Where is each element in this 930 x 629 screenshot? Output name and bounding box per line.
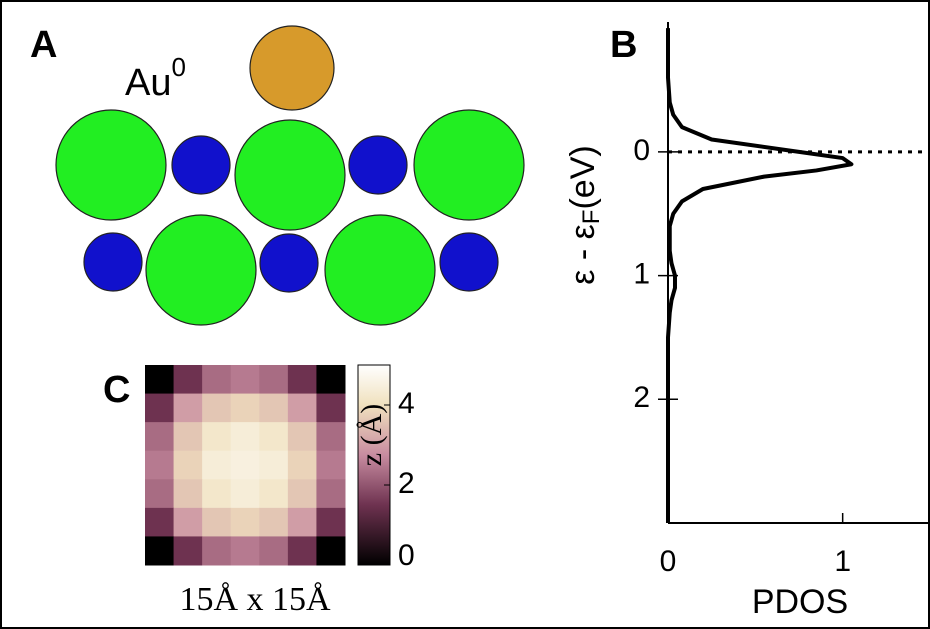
panel-label: C <box>103 369 130 411</box>
heatmap-cell <box>145 365 174 394</box>
small-atom <box>172 136 230 194</box>
atom-charge: 0 <box>171 52 185 82</box>
heatmap-cell <box>202 479 231 508</box>
large-atom <box>56 110 166 220</box>
heatmap-cell <box>174 422 203 451</box>
heatmap-cell <box>174 394 203 423</box>
heatmap-cell <box>288 394 317 423</box>
heatmap-cell <box>316 508 345 537</box>
heatmap-cell <box>316 394 345 423</box>
panel-label: B <box>610 24 637 66</box>
heatmap-cell <box>202 536 231 565</box>
x-tick-label: 1 <box>834 545 851 578</box>
heatmap-cell <box>316 451 345 480</box>
heatmap-cell <box>259 479 288 508</box>
figure: A Au0 B ε - εF(eV) PDOS 01201 C 15Å x 15… <box>0 0 930 629</box>
heatmap-cell <box>231 365 260 394</box>
heatmap-cell <box>259 394 288 423</box>
au-atom <box>250 26 334 110</box>
heatmap-cell <box>145 479 174 508</box>
y-label-subscript: F <box>578 210 605 225</box>
heatmap-cell <box>174 536 203 565</box>
small-atom <box>440 233 498 291</box>
heatmap-cell <box>288 479 317 508</box>
heatmap-cell <box>231 422 260 451</box>
colorbar-tick-label: 2 <box>398 467 415 500</box>
colorbar-tick-label: 0 <box>398 539 415 572</box>
heatmap-cell <box>316 536 345 565</box>
large-atom <box>325 215 435 325</box>
heatmap-cell <box>231 508 260 537</box>
heatmap-cell <box>174 479 203 508</box>
panel-label: A <box>30 24 57 66</box>
y-tick-label: 0 <box>633 134 650 167</box>
heatmap-cell <box>231 479 260 508</box>
heatmap-cell <box>259 508 288 537</box>
heatmap-cell <box>259 536 288 565</box>
heatmap-cell <box>288 422 317 451</box>
heatmap-cell <box>231 394 260 423</box>
heatmap-cell <box>202 394 231 423</box>
heatmap-cell <box>145 451 174 480</box>
heatmap-cell <box>202 451 231 480</box>
y-tick-label: 2 <box>633 381 650 414</box>
heatmap-cell <box>259 365 288 394</box>
x-axis-label: PDOS <box>752 583 848 621</box>
heatmap-cell <box>174 451 203 480</box>
heatmap-cell <box>288 365 317 394</box>
heatmap-cell <box>145 422 174 451</box>
atom-symbol: Au <box>125 62 171 104</box>
heatmap-cell <box>316 365 345 394</box>
heatmap-cell <box>259 422 288 451</box>
heatmap-cell <box>231 451 260 480</box>
small-atom <box>84 233 142 291</box>
small-atom <box>349 136 407 194</box>
colorbar-tick-label: 4 <box>398 387 415 420</box>
x-tick-label: 0 <box>660 545 677 578</box>
heatmap-cell <box>202 422 231 451</box>
heatmap: 0 2 4 z (Å) <box>145 365 415 572</box>
heatmap-cell <box>288 536 317 565</box>
heatmap-cell <box>202 508 231 537</box>
large-atom <box>235 120 345 230</box>
x-axis-label: 15Å x 15Å <box>179 581 331 618</box>
colorbar-label: z (Å) <box>355 404 388 466</box>
heatmap-cell <box>145 508 174 537</box>
large-atom <box>146 215 256 325</box>
heatmap-cell <box>288 508 317 537</box>
heatmap-cell <box>231 536 260 565</box>
y-tick-label: 1 <box>633 258 650 291</box>
heatmap-cell <box>316 479 345 508</box>
small-atom <box>260 234 318 292</box>
heatmap-cell <box>202 365 231 394</box>
heatmap-cell <box>145 394 174 423</box>
heatmap-cell <box>259 451 288 480</box>
heatmap-cell <box>145 536 174 565</box>
heatmap-cell <box>174 508 203 537</box>
heatmap-cell <box>288 451 317 480</box>
y-label-unit: (eV) <box>564 145 602 209</box>
large-atom <box>414 110 524 220</box>
heatmap-cell <box>316 422 345 451</box>
heatmap-cell <box>174 365 203 394</box>
y-label-main: ε - ε <box>564 224 602 285</box>
